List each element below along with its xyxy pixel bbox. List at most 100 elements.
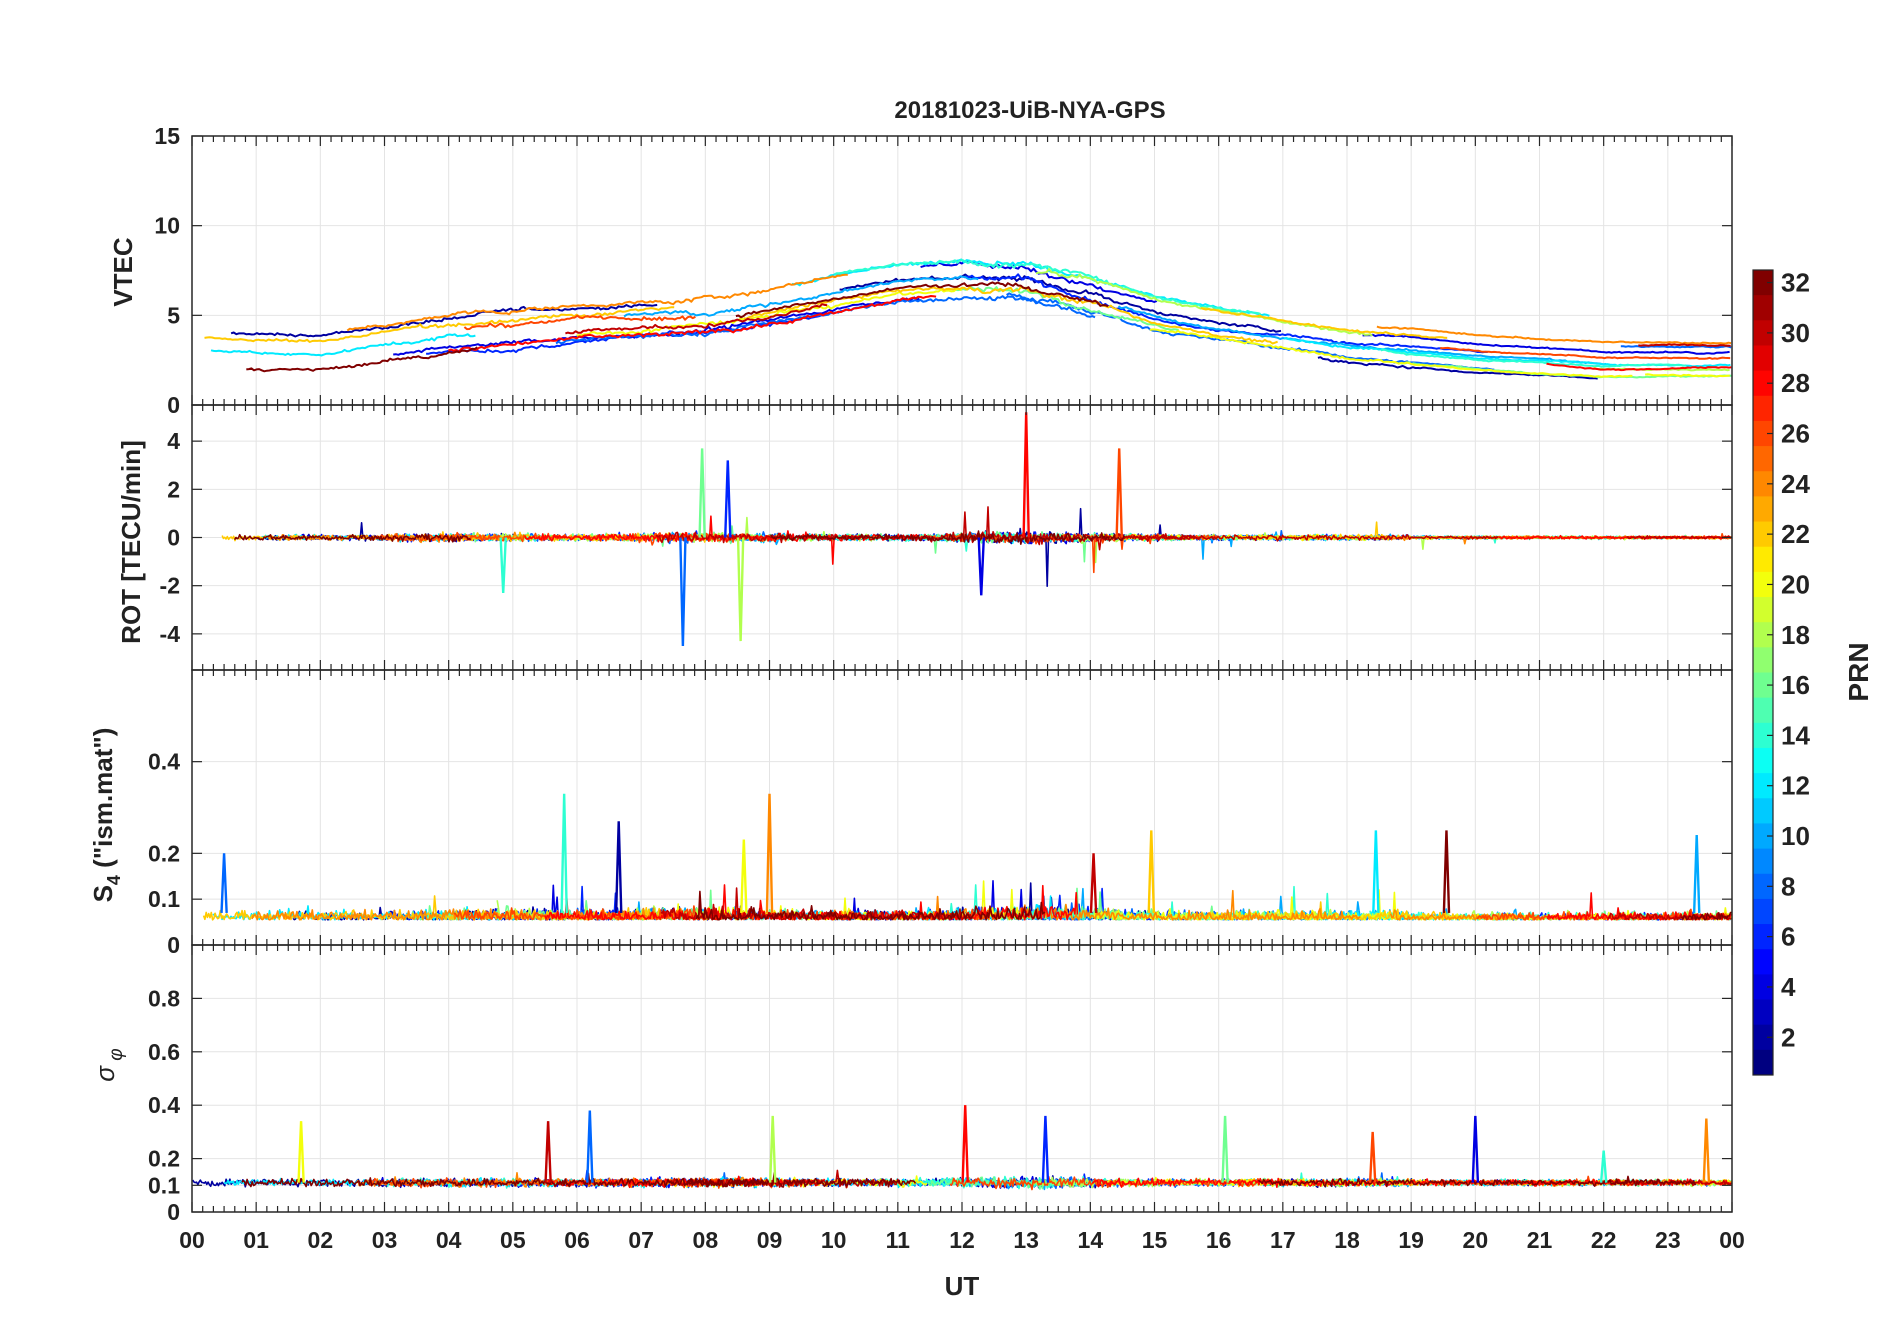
- series-line-prn-4: [1362, 333, 1730, 355]
- y-tick-label: 5: [167, 302, 180, 328]
- colorbar-tick-label: 16: [1781, 670, 1810, 700]
- colorbar-segment: [1753, 924, 1773, 950]
- x-tick-label: 19: [1398, 1227, 1424, 1253]
- x-tick-label: 01: [243, 1227, 269, 1253]
- ylabel-s4: S4 ("ism.mat"): [88, 728, 124, 903]
- spike-mark: [586, 1110, 594, 1183]
- colorbar-tick-label: 26: [1781, 419, 1810, 449]
- colorbar-tick-label: 10: [1781, 821, 1810, 851]
- y-tick-label: 0: [167, 392, 180, 418]
- series-line-prn-12: [210, 333, 476, 357]
- series-line-prn-26: [368, 531, 790, 546]
- series-line-prn-30: [565, 303, 828, 335]
- spike-mark: [1089, 853, 1098, 913]
- x-tick-label: 23: [1655, 1227, 1681, 1253]
- x-tick-label: 02: [308, 1227, 334, 1253]
- x-tick-label: 15: [1142, 1227, 1168, 1253]
- x-tick-label: 22: [1591, 1227, 1617, 1253]
- ylabel-s4-sub: 4: [104, 875, 124, 885]
- panel-rot: -4 -2 0 2 4: [160, 404, 1733, 671]
- series-line-prn-10: [623, 275, 979, 318]
- colorbar-segment: [1753, 370, 1773, 397]
- series-line-prn-32: [1681, 911, 1732, 921]
- colorbar-tick-label: 32: [1781, 268, 1810, 298]
- colorbar-segment: [1753, 898, 1773, 925]
- colorbar-tick-label: 14: [1781, 720, 1810, 750]
- spike-mark: [768, 1115, 777, 1183]
- x-tick-label: 12: [949, 1227, 975, 1253]
- spike-mark: [614, 821, 623, 913]
- colorbar-tick-label: 22: [1781, 519, 1810, 549]
- colorbar-segment: [1753, 622, 1773, 648]
- x-tick-label: 00: [1719, 1227, 1745, 1253]
- colorbar-segment: [1753, 345, 1773, 372]
- colorbar-tick-label: 28: [1781, 368, 1810, 398]
- colorbar-segment: [1753, 471, 1773, 497]
- colorbar-segment: [1753, 798, 1773, 824]
- colorbar-segment: [1753, 747, 1773, 774]
- y-tick-label: -4: [160, 621, 181, 647]
- y-tick-label: 0: [167, 932, 180, 958]
- colorbar-segment: [1753, 974, 1773, 1001]
- series-line-prn-8: [1006, 292, 1495, 371]
- colorbar-segment: [1753, 672, 1773, 699]
- colorbar-segment: [1753, 320, 1773, 346]
- series-line-prn-16: [952, 286, 1180, 332]
- colorbar-tick-label: 30: [1781, 318, 1810, 348]
- x-ticks: [191, 670, 1733, 945]
- y-tick-label: 4: [167, 428, 180, 454]
- y-tick-label: 0.4: [148, 749, 180, 775]
- y-tick-label: 0: [167, 1199, 180, 1225]
- grid: [191, 135, 1733, 406]
- series-line-prn-8: [555, 295, 1096, 345]
- spike-mark: [740, 839, 748, 913]
- ylabel-vtec: VTEC: [108, 237, 138, 307]
- x-tick-label: 14: [1078, 1227, 1104, 1253]
- spike-mark: [1599, 1150, 1608, 1183]
- colorbar-box: [1752, 269, 1774, 1076]
- series-line-prn-26: [463, 314, 696, 331]
- panel-s4: 0 0.1 0.2 0.4: [148, 669, 1733, 958]
- series-line-prn-24: [251, 907, 696, 921]
- spike-mark: [765, 793, 774, 913]
- spike-mark: [1702, 1118, 1711, 1183]
- spike-mark: [1041, 1115, 1050, 1183]
- series-group: [221, 412, 1732, 646]
- series-line-prn-8: [1620, 345, 1732, 349]
- spike-mark: [1221, 1115, 1229, 1183]
- spike-mark: [1115, 448, 1123, 538]
- series-line-prn-28: [1546, 362, 1732, 372]
- series-line-prn-22: [1200, 307, 1448, 339]
- spike-mark: [220, 853, 228, 913]
- series-line-prn-2: [839, 273, 1282, 333]
- colorbar-segment: [1753, 949, 1773, 975]
- colorbar-segment: [1753, 823, 1773, 850]
- x-ticks: [191, 136, 1733, 405]
- spike-mark: [736, 537, 745, 642]
- x-tick-label: 08: [693, 1227, 719, 1253]
- x-tick-label: 04: [436, 1227, 462, 1253]
- series-group: [204, 258, 1732, 380]
- y-tick-label: 0.6: [148, 1039, 180, 1065]
- x-tick-label: 00: [179, 1227, 205, 1253]
- ylabel-sigma-phi: σ φ: [90, 1048, 127, 1081]
- y-tick-label: -2: [160, 573, 180, 599]
- series-line-prn-2: [230, 303, 658, 338]
- spike-mark: [1692, 834, 1701, 913]
- series-line-prn-22: [743, 286, 1278, 345]
- colorbar-tick-label: 6: [1781, 922, 1795, 952]
- series-line-prn-22: [204, 306, 675, 343]
- y-tick-label: 2: [167, 476, 180, 502]
- ylabel-sigma: σ: [90, 1065, 120, 1082]
- y-tick-label: 10: [154, 213, 180, 239]
- colorbar-segment: [1753, 1024, 1773, 1051]
- spike-mark: [961, 1105, 969, 1183]
- colorbar-tick-label: 12: [1781, 771, 1810, 801]
- series-line-prn-20: [1149, 328, 1633, 378]
- x-tick-label: 06: [564, 1227, 590, 1253]
- colorbar-segment: [1753, 571, 1773, 598]
- x-tick-label: 13: [1013, 1227, 1039, 1253]
- series-line-prn-32: [246, 346, 478, 373]
- x-tick-label: 09: [757, 1227, 783, 1253]
